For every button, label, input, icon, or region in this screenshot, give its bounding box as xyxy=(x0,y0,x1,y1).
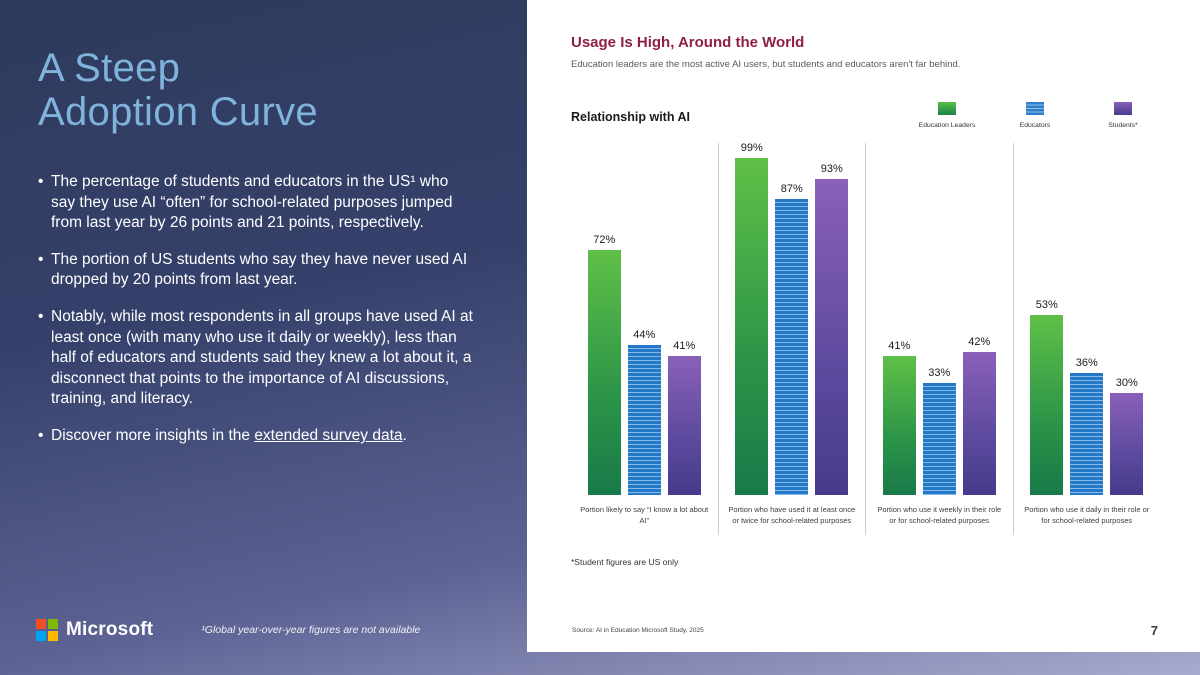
chart-group: 72% 44% 41% Portion likely to say “I know a… xyxy=(571,143,718,535)
bar-educators: 33% xyxy=(922,367,956,495)
bar xyxy=(1070,373,1104,495)
logo-square-blue xyxy=(36,631,46,641)
bar xyxy=(962,352,996,495)
bar-value-label: 33% xyxy=(928,367,951,379)
slide-title-line2: Adoption Curve xyxy=(38,90,318,134)
chart-subtitle: Education leaders are the most active AI… xyxy=(571,59,961,70)
bullet-text: Notably, while most respondents in all g… xyxy=(51,308,473,408)
bar-students: 93% xyxy=(815,163,849,495)
bar-value-label: 87% xyxy=(780,183,803,195)
left-footnote: ¹Global year-over-year figures are not a… xyxy=(201,624,421,636)
legend-swatch-blue-striped-icon xyxy=(1026,102,1044,115)
page-number: 7 xyxy=(1150,623,1158,638)
category-label: Portion who use it daily in their role o… xyxy=(1024,505,1150,525)
chart-header: Relationship with AI Education Leaders E… xyxy=(571,102,1160,129)
bar-students: 41% xyxy=(667,340,701,495)
bars-row: 99% 87% 93% xyxy=(735,142,849,495)
bar-education-leaders: 53% xyxy=(1030,299,1064,495)
slide-title-line1: A Steep xyxy=(38,46,181,90)
bar-value-label: 99% xyxy=(740,142,763,154)
bar xyxy=(1030,315,1064,495)
bar-value-label: 53% xyxy=(1035,299,1058,311)
legend-label: Educators xyxy=(1019,122,1051,129)
bar-value-label: 41% xyxy=(888,340,911,352)
source-note: Source: AI in Education Microsoft Study,… xyxy=(572,627,704,634)
bullet-text-suffix: . xyxy=(402,427,407,445)
legend-item-education-leaders: Education Leaders xyxy=(916,102,978,129)
microsoft-wordmark: Microsoft xyxy=(66,619,154,640)
chart-headline: Usage Is High, Around the World xyxy=(571,34,805,51)
category-label: Portion likely to say “I know a lot abou… xyxy=(580,505,709,525)
bar-educators: 44% xyxy=(627,329,661,495)
legend-label: Students* xyxy=(1108,122,1138,129)
chart-footnote: *Student figures are US only xyxy=(571,557,679,567)
slide-title: A Steep Adoption Curve xyxy=(38,46,485,134)
bar-education-leaders: 99% xyxy=(735,142,769,495)
bars-row: 41% 33% 42% xyxy=(882,143,996,495)
bar-value-label: 44% xyxy=(633,329,656,341)
bar xyxy=(667,356,701,495)
bars-row: 53% 36% 30% xyxy=(1030,143,1144,495)
bullet-text: The portion of US students who say they … xyxy=(51,250,468,289)
bar xyxy=(1110,393,1144,495)
bullet-item: Discover more insights in the extended s… xyxy=(38,426,474,447)
bar xyxy=(627,345,661,495)
chart-legend: Education Leaders Educators Students* xyxy=(916,102,1154,129)
bar-value-label: 93% xyxy=(820,163,843,175)
bar-value-label: 72% xyxy=(593,234,616,246)
bullet-item: Notably, while most respondents in all g… xyxy=(38,307,474,410)
bar-value-label: 41% xyxy=(673,340,696,352)
legend-swatch-green-icon xyxy=(938,102,956,115)
bar-students: 42% xyxy=(962,336,996,495)
chart-group: 99% 87% 93% Portion who have used it at lea… xyxy=(717,142,866,535)
chart-group: 41% 33% 42% Portion who use it weekly in th… xyxy=(865,143,1013,535)
bar xyxy=(882,356,916,495)
extended-survey-data-link[interactable]: extended survey data xyxy=(254,427,403,445)
bar-value-label: 42% xyxy=(968,336,991,348)
left-footer: Microsoft ¹Global year-over-year figures… xyxy=(36,619,496,641)
bars-row: 72% 44% 41% xyxy=(587,143,701,495)
bar-educators: 36% xyxy=(1070,357,1104,495)
bullet-text: Discover more insights in the extended s… xyxy=(51,427,407,444)
chart-group: 53% 36% 30% Portion who use it daily in the… xyxy=(1012,143,1161,535)
logo-square-red xyxy=(36,619,46,629)
legend-item-students: Students* xyxy=(1092,102,1154,129)
legend-item-educators: Educators xyxy=(1004,102,1066,129)
bullet-text-prefix: Discover more insights in the xyxy=(51,427,255,445)
right-panel: Usage Is High, Around the World Educatio… xyxy=(527,0,1200,652)
bar-students: 30% xyxy=(1110,377,1144,495)
logo-square-yellow xyxy=(48,631,58,641)
legend-swatch-purple-icon xyxy=(1114,102,1132,115)
bar-value-label: 30% xyxy=(1115,377,1138,389)
bar-chart: 72% 44% 41% Portion likely to say “I know a… xyxy=(571,142,1161,535)
bar xyxy=(735,158,769,495)
bullet-text: The percentage of students and educators… xyxy=(51,173,453,232)
chart-title: Relationship with AI xyxy=(571,110,690,124)
bar xyxy=(922,383,956,495)
bar-educators: 87% xyxy=(775,183,809,495)
bar xyxy=(587,250,621,495)
bar xyxy=(775,199,809,495)
microsoft-logo-icon xyxy=(36,619,58,641)
legend-label: Education Leaders xyxy=(918,122,976,129)
bullet-item: The portion of US students who say they … xyxy=(38,250,474,291)
bar-value-label: 36% xyxy=(1075,357,1098,369)
bar-education-leaders: 41% xyxy=(882,340,916,495)
logo-square-green xyxy=(48,619,58,629)
bullet-item: The percentage of students and educators… xyxy=(38,172,474,234)
category-label: Portion who use it weekly in their role … xyxy=(877,505,1002,525)
category-label: Portion who have used it at least once o… xyxy=(728,505,856,525)
bar-education-leaders: 72% xyxy=(587,234,621,495)
bullet-list: The percentage of students and educators… xyxy=(38,172,474,447)
bar xyxy=(815,179,849,495)
